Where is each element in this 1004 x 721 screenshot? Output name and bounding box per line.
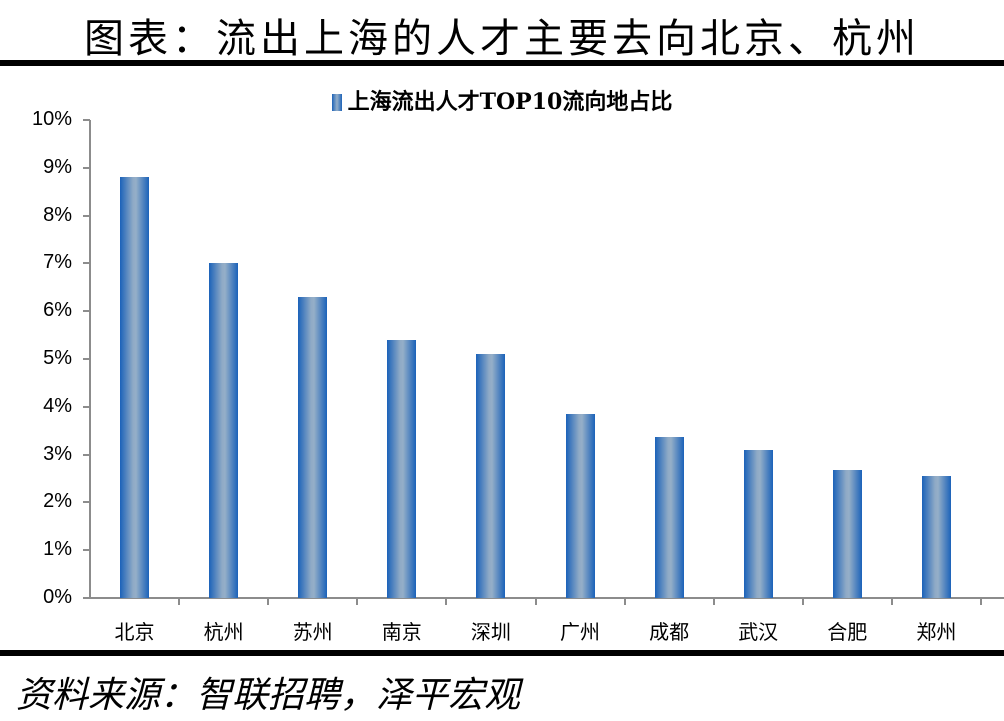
y-tick bbox=[83, 549, 90, 552]
bar-8 bbox=[832, 469, 862, 598]
source-note: 资料来源：智联招聘，泽平宏观 bbox=[16, 675, 521, 716]
figure-title: 图表：流出上海的人才主要去向北京、杭州 bbox=[84, 16, 920, 62]
x-tick-label: 南京 bbox=[381, 620, 422, 644]
y-tick-label: 4% bbox=[43, 394, 72, 417]
y-tick bbox=[83, 358, 90, 360]
x-tick-label: 郑州 bbox=[916, 620, 957, 644]
y-tick-label: 10% bbox=[31, 108, 72, 130]
chart-legend: 上海流出人才TOP10流向地占比 bbox=[0, 84, 1004, 116]
x-tick-label: 苏州 bbox=[292, 620, 333, 644]
y-tick-label: 5% bbox=[43, 347, 72, 369]
y-tick bbox=[83, 501, 90, 504]
y-tick-label: 6% bbox=[43, 299, 72, 322]
y-tick bbox=[83, 405, 90, 408]
x-tick-label: 成都 bbox=[649, 620, 690, 644]
y-tick-label: 2% bbox=[43, 490, 72, 513]
bar-5 bbox=[565, 413, 595, 598]
x-tick bbox=[267, 598, 270, 605]
bar-chart: 0% 1% 2% 3% 4% 5% 6% 7% 8% 9% 10% 北京 杭州 苏州 南京 深圳 广州 成都 武汉 合… bbox=[31, 108, 1004, 644]
bar-7 bbox=[743, 449, 773, 598]
x-tick-label: 广州 bbox=[560, 620, 600, 644]
x-tick bbox=[178, 598, 181, 605]
legend-swatch-icon bbox=[331, 94, 342, 111]
x-tick bbox=[445, 598, 448, 605]
y-tick bbox=[83, 262, 90, 265]
x-tick bbox=[712, 598, 715, 605]
x-tick bbox=[534, 598, 537, 605]
x-tick bbox=[890, 598, 893, 605]
bar-1 bbox=[209, 263, 239, 598]
y-tick bbox=[83, 119, 90, 121]
x-tick-label: 深圳 bbox=[470, 620, 511, 644]
bottom-divider bbox=[0, 650, 1004, 656]
x-tick-label: 武汉 bbox=[738, 620, 779, 644]
bar-3 bbox=[387, 339, 417, 598]
bar-9 bbox=[921, 476, 951, 598]
y-tick-label: 3% bbox=[43, 442, 72, 465]
y-tick bbox=[83, 597, 90, 599]
x-axis bbox=[89, 597, 1004, 599]
x-tick bbox=[980, 598, 982, 605]
x-tick bbox=[801, 598, 804, 605]
bar-6 bbox=[654, 436, 684, 598]
y-tick bbox=[83, 214, 90, 217]
x-tick-label: 合肥 bbox=[827, 620, 868, 644]
y-tick bbox=[83, 453, 90, 456]
y-tick bbox=[83, 166, 90, 169]
top-divider bbox=[0, 60, 1004, 66]
legend-label: 上海流出人才TOP10流向地占比 bbox=[347, 89, 673, 115]
x-tick bbox=[623, 598, 626, 605]
y-tick bbox=[83, 310, 90, 313]
bar-4 bbox=[476, 354, 506, 598]
x-tick-label: 北京 bbox=[114, 620, 155, 644]
y-tick-label: 1% bbox=[43, 538, 72, 561]
y-tick-label: 9% bbox=[43, 155, 72, 178]
y-axis bbox=[89, 120, 91, 598]
y-tick-label: 8% bbox=[43, 203, 72, 226]
y-tick-label: 0% bbox=[43, 586, 72, 608]
x-tick bbox=[356, 598, 359, 605]
bar-2 bbox=[298, 296, 328, 598]
y-tick-label: 7% bbox=[43, 251, 72, 274]
bar-0 bbox=[120, 177, 150, 598]
x-tick-label: 杭州 bbox=[203, 620, 244, 644]
